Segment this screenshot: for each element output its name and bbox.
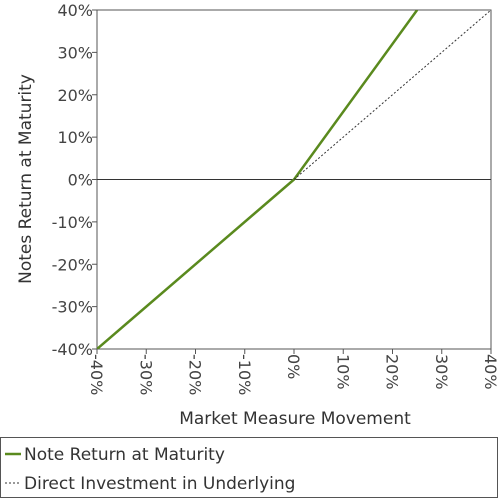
y-tick-label: 30% (57, 43, 93, 62)
legend-label-2: Direct Investment in Underlying (24, 474, 295, 494)
y-tick-label: -20% (52, 255, 93, 274)
legend: Note Return at Maturity Direct Investment… (0, 437, 498, 498)
legend-box (0, 437, 498, 498)
x-tick-label: 0% (284, 354, 303, 379)
y-tick-label: 20% (57, 86, 93, 105)
x-tick-label: 30% (432, 354, 451, 390)
y-tick-label: 0% (68, 171, 93, 190)
x-tick-label: -20% (186, 354, 205, 395)
axes: 40% 30% 20% 10% 0% -10% -20% -30% -40%-40% -30% -2… (52, 1, 500, 395)
y-axis-title: Notes Return at Maturity (16, 74, 36, 284)
x-tick-label: 10% (333, 354, 352, 390)
legend-label-1: Note Return at Maturity (24, 445, 225, 465)
y-tick-label: 10% (57, 128, 93, 147)
series-group (97, 10, 491, 349)
x-tick-label: 20% (383, 354, 402, 390)
x-tick-label: 40% (481, 354, 500, 390)
y-tick-label: 40% (57, 1, 93, 20)
y-tick-label: -40% (52, 340, 93, 359)
x-tick-label: -30% (136, 354, 155, 395)
x-axis-title: Market Measure Movement (179, 409, 411, 429)
x-tick-label: -40% (87, 354, 106, 395)
series-line-2 (293, 10, 491, 180)
y-tick-label: -30% (52, 298, 93, 317)
y-tick-label: -10% (52, 213, 93, 232)
x-tick-label: -10% (235, 354, 254, 395)
